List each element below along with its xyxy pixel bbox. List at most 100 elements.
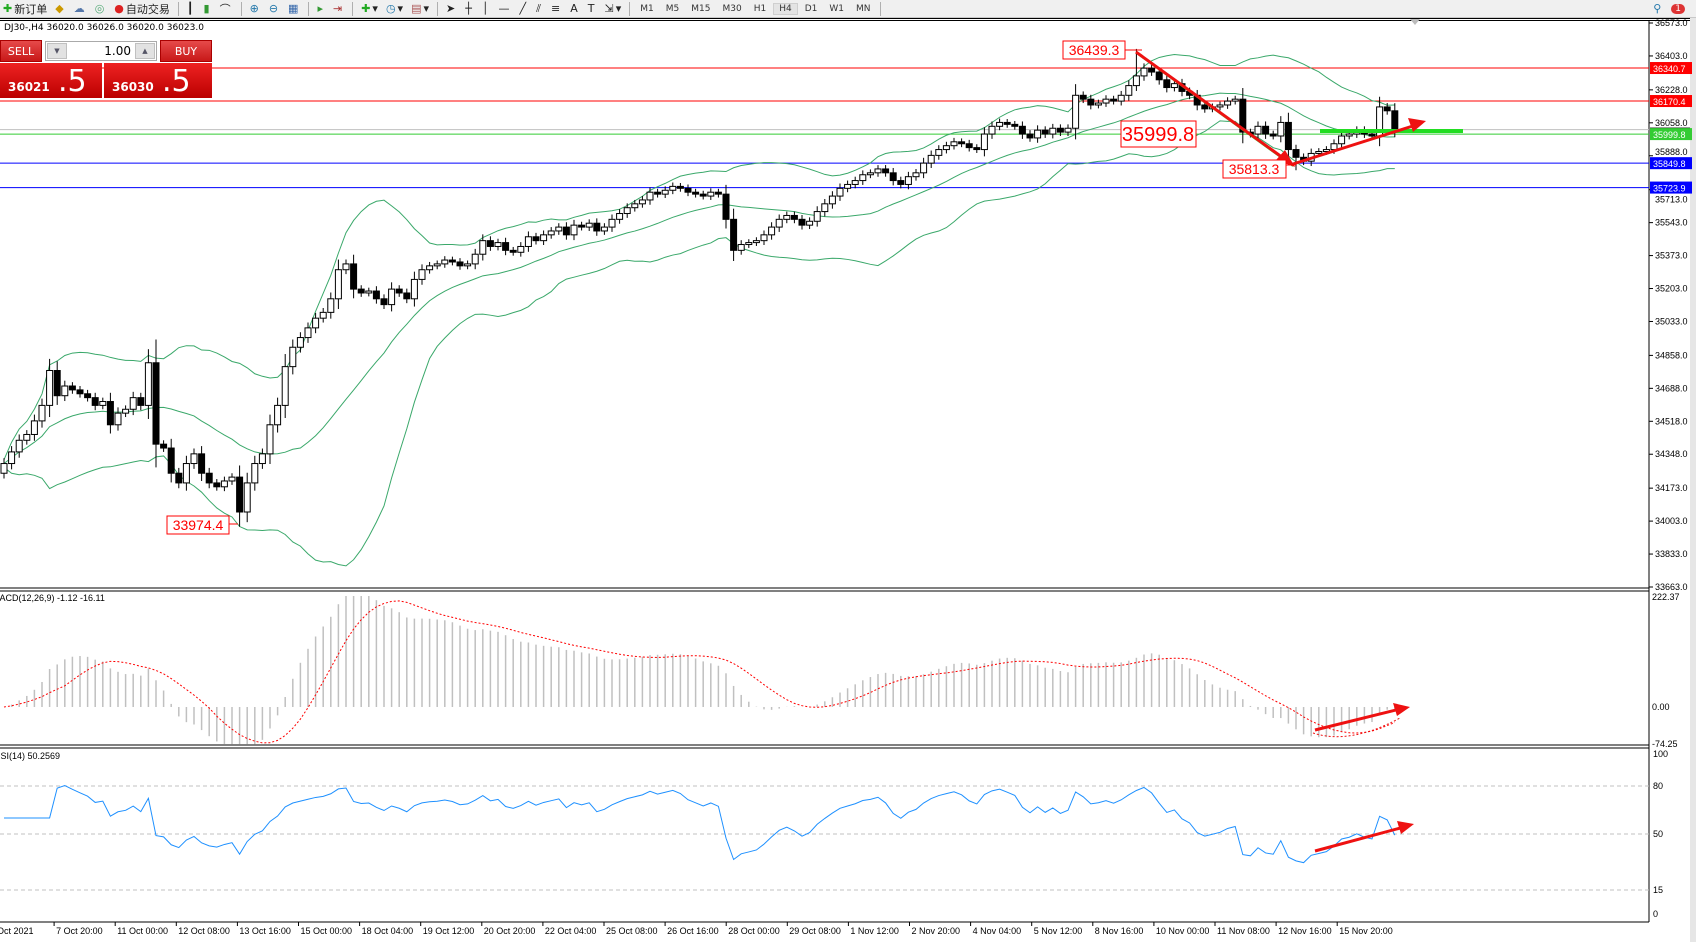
arrowhead-icon (1408, 118, 1426, 132)
candle-bull (243, 482, 251, 513)
horizontal-line-button[interactable]: — (495, 1, 514, 16)
time-axis-label: 25 Oct 08:00 (606, 926, 658, 936)
text-label-button[interactable]: T (585, 1, 600, 16)
arrowhead-icon (1276, 150, 1295, 167)
price-axis-label: 36228.0 (1655, 85, 1688, 95)
signal-button[interactable]: ◎ (92, 1, 110, 16)
candles-icon: ▮ (203, 2, 210, 15)
time-axis-label: 4 Nov 04:00 (973, 926, 1022, 936)
candle-bull (220, 480, 228, 488)
fibonacci-button[interactable]: ≡ (548, 1, 565, 16)
candle-bull (1034, 129, 1042, 139)
timeframe-h4[interactable]: H4 (773, 2, 798, 15)
trend-arrow-up[interactable] (1292, 123, 1417, 166)
chart-border (0, 18, 1690, 21)
zoom-in-button[interactable]: ⊕ (247, 1, 264, 16)
candle-bull (342, 263, 350, 271)
candle-bull (61, 385, 69, 397)
indicators-button[interactable]: ✚ ▾ (361, 2, 378, 15)
candle-bear (448, 259, 456, 263)
auto-trading-button[interactable]: ● 自动交易 (111, 1, 173, 16)
tile-button[interactable]: ▦ (285, 1, 303, 16)
timeframe-w1[interactable]: W1 (829, 3, 844, 14)
lot-size-input[interactable]: 1.00 (104, 44, 131, 58)
new-order-button[interactable]: ✚ 新订单 (0, 1, 50, 16)
buy-price-tile[interactable]: 36030 .5 (104, 63, 212, 98)
templates-icon: ▤ (411, 2, 422, 15)
sell-price-tile[interactable]: 36021 .5 (0, 63, 102, 98)
annotation-mid-box[interactable] (1120, 120, 1197, 148)
cursor-icon: ➤ (446, 2, 456, 15)
line-chart-button[interactable]: ⌒ (217, 1, 236, 16)
crosshair-button[interactable]: ┼ (462, 1, 477, 16)
timeframe-mn[interactable]: MN (855, 3, 871, 14)
buy-price-main: 36030 (112, 80, 154, 94)
price-axis-label: 33833.0 (1655, 549, 1688, 559)
search-button[interactable]: ⚲ (1650, 1, 1666, 16)
cursor-button[interactable]: ➤ (443, 1, 460, 16)
buy-button[interactable]: BUY (160, 40, 212, 62)
sell-button[interactable]: SELL (0, 40, 42, 62)
candle-bull (942, 145, 950, 151)
bar-chart-button[interactable]: ┃ (184, 1, 199, 16)
macd-arrow-up[interactable] (1314, 707, 1401, 732)
level-price-badge (1650, 95, 1692, 108)
indicators-icon: ✚ (361, 2, 371, 15)
annotation-low-box[interactable] (166, 515, 230, 535)
timeframe-h1[interactable]: H1 (753, 3, 767, 14)
candle-bear (1239, 98, 1247, 133)
auto-trading-icon: ● (114, 2, 124, 15)
candle-bull (608, 218, 616, 228)
annotation-high-box[interactable] (1062, 40, 1126, 60)
candle-bull (304, 327, 312, 339)
candle-bull (182, 463, 190, 484)
candle-bear (897, 180, 905, 185)
lot-increase-button[interactable]: ▲ (135, 43, 155, 59)
timeframe-m30[interactable]: M30 (722, 3, 742, 14)
lot-size-stepper[interactable]: ▼ 1.00 ▲ (45, 41, 157, 61)
trend-arrow-down[interactable] (1135, 50, 1287, 162)
autoscroll-button[interactable]: ▸ (314, 1, 328, 16)
vertical-line-button[interactable]: │ (479, 1, 494, 16)
annotation-low-recent-box[interactable] (1222, 159, 1287, 179)
equidistant-channel-button[interactable]: ⫽ (533, 1, 546, 16)
rsi-arrow-up[interactable] (1314, 825, 1405, 853)
lot-decrease-button[interactable]: ▼ (47, 43, 67, 59)
one-click-trading-panel: SELL ▼ 1.00 ▲ BUY 36021 .5 36030 .5 (0, 40, 212, 98)
candle-bull (471, 253, 479, 265)
candle-bull (433, 263, 441, 267)
timeframe-d1[interactable]: D1 (804, 3, 818, 14)
macd-axis-label: 0.00 (1652, 702, 1670, 712)
candle-bear (1284, 121, 1292, 151)
arrowhead-icon (1393, 703, 1410, 716)
timeframe-m5[interactable]: M5 (665, 3, 680, 14)
candle-bull (859, 174, 867, 182)
candle-bear (730, 218, 738, 251)
history-button[interactable]: ◆ (52, 1, 68, 16)
candle-bull (0, 463, 8, 474)
candle-bull (806, 220, 814, 226)
text-button[interactable]: A (567, 1, 583, 16)
candle-bear (213, 482, 221, 488)
timeframe-m1[interactable]: M1 (640, 3, 654, 14)
candle-bull (23, 433, 31, 441)
candles-button[interactable]: ▮ (201, 1, 215, 16)
candle-bear (722, 193, 730, 220)
timeframe-m15[interactable]: M15 (691, 3, 711, 14)
candle-bear (152, 362, 160, 445)
templates-button[interactable]: ▤ ▾ (411, 2, 430, 15)
arrows-button[interactable]: ⇲ ▾ (604, 2, 622, 15)
cloud-button[interactable]: ☁ (71, 1, 90, 16)
candle-bear (198, 453, 206, 474)
zoom-out-button[interactable]: ⊖ (266, 1, 283, 16)
equidistant-channel-icon: ⫽ (536, 1, 542, 15)
chart-shift-button[interactable]: ⇥ (330, 1, 347, 16)
candle-bull (1338, 135, 1346, 145)
notification-button[interactable]: 1 (1668, 1, 1688, 16)
trendline-button[interactable]: ╱ (516, 1, 531, 16)
candle-bull (813, 211, 821, 222)
candle-bear (1148, 67, 1156, 73)
periods-button[interactable]: ◷ ▾ (385, 2, 404, 15)
chart-shift-marker[interactable] (1410, 19, 1420, 25)
